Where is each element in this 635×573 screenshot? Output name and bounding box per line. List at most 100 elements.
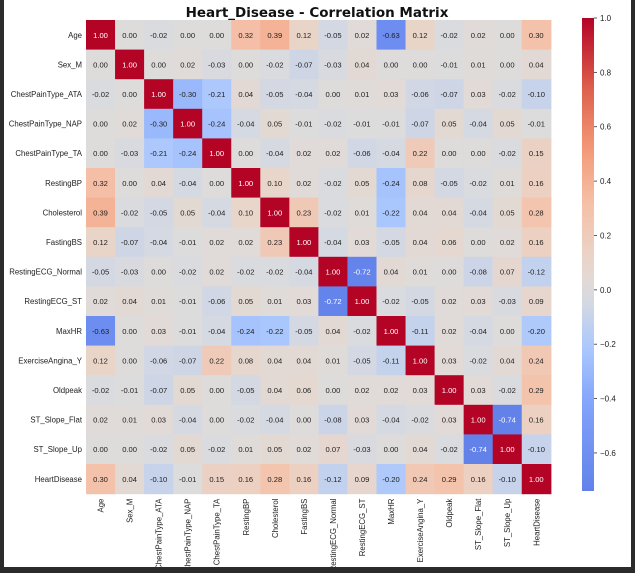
correlation-heatmap: Heart_Disease - Correlation Matrix 1.00 0…	[9, 5, 617, 567]
heatmap-cell	[376, 286, 407, 317]
cell-value-label: 0.00	[442, 268, 457, 277]
cell-value-label: -0.72	[353, 268, 370, 277]
heatmap-cell	[173, 375, 203, 406]
cell-value-label: 0.04	[296, 356, 311, 365]
cell-value-label: 0.06	[442, 238, 457, 247]
heatmap-cell	[463, 108, 494, 139]
heatmap-cell	[202, 168, 232, 199]
heatmap-cell	[202, 197, 232, 228]
heatmap-cell	[434, 197, 465, 228]
colorbar: 1.0 0.8 0.6 0.4 0.2 0.0 −0.2 −0.4 −0.6	[582, 14, 616, 491]
heatmap-cell	[202, 375, 232, 406]
cell-value-label: -0.02	[150, 445, 167, 454]
cell-value-label: -0.02	[237, 268, 254, 277]
heatmap-cell	[173, 316, 203, 347]
heatmap-cell	[347, 49, 378, 80]
cell-value-label: -0.10	[499, 475, 516, 484]
heatmap-cell	[463, 375, 494, 406]
heatmap-cell	[115, 256, 145, 287]
heatmap-cell	[521, 434, 552, 465]
heatmap-cell	[521, 404, 552, 435]
heatmap-cell	[492, 108, 523, 139]
cell-value-label: 1.00	[209, 149, 224, 158]
heatmap-cell	[231, 316, 261, 347]
heatmap-cell	[405, 256, 436, 287]
heatmap-cell	[260, 345, 290, 376]
heatmap-cell	[86, 108, 116, 139]
heatmap-cell	[318, 286, 349, 317]
heatmap-cell	[521, 286, 552, 317]
cell-value-label: 1.00	[413, 356, 428, 365]
cell-value-label: -0.07	[411, 120, 428, 129]
heatmap-cell	[173, 434, 203, 465]
cell-value-label: 0.08	[413, 179, 428, 188]
heatmap-cell	[434, 286, 465, 317]
cell-value-label: 0.04	[238, 90, 253, 99]
heatmap-cell	[347, 434, 378, 465]
cell-value-label: 0.09	[529, 297, 544, 306]
heatmap-cell	[318, 108, 349, 139]
cell-value-label: 0.02	[209, 238, 224, 247]
cell-value-label: 0.02	[238, 238, 253, 247]
heatmap-cell	[521, 227, 552, 258]
cell-value-label: -0.04	[295, 90, 312, 99]
cell-value-label: 0.12	[413, 31, 428, 40]
cell-value-label: -0.04	[470, 120, 487, 129]
cell-value-label: -0.04	[295, 268, 312, 277]
heatmap-cell	[405, 168, 436, 199]
heatmap-cell	[521, 197, 552, 228]
heatmap-cell	[86, 197, 116, 228]
heatmap-cell	[492, 227, 523, 258]
cell-value-label: 0.00	[209, 386, 224, 395]
heatmap-cell	[521, 20, 552, 51]
cell-value-label: -0.06	[353, 149, 370, 158]
heatmap-cell	[289, 375, 319, 406]
cell-value-label: -0.03	[208, 60, 225, 69]
cell-value-label: -0.01	[528, 120, 545, 129]
cell-value-label: 0.05	[267, 445, 282, 454]
x-tick-label: ChestPainType_ATA	[155, 498, 164, 567]
cell-value-label: -0.02	[208, 445, 225, 454]
cell-value-label: -0.02	[92, 90, 109, 99]
cell-value-label: -0.05	[295, 327, 312, 336]
heatmap-cell	[492, 345, 523, 376]
heatmap-cell	[463, 138, 494, 169]
x-tick-label: RestingBP	[242, 499, 251, 536]
cell-value-label: 0.01	[355, 90, 370, 99]
heatmap-cell	[144, 168, 174, 199]
cell-value-label: 0.09	[355, 475, 370, 484]
y-tick-label: ST_Slope_Flat	[30, 416, 82, 425]
heatmap-cell	[115, 138, 145, 169]
heatmap-cell	[521, 138, 552, 169]
heatmap-cell	[260, 79, 290, 110]
heatmap-cell	[492, 434, 523, 465]
heatmap-cell	[521, 316, 552, 347]
heatmap-cell	[231, 49, 261, 80]
y-tick-label: ExerciseAngina_Y	[18, 356, 83, 365]
cell-value-label: -0.04	[470, 208, 487, 217]
heatmap-cell	[434, 375, 465, 406]
cell-value-label: 0.05	[442, 120, 457, 129]
cell-value-label: 0.00	[471, 149, 486, 158]
cell-value-label: -0.02	[499, 386, 516, 395]
cell-value-label: 0.00	[180, 31, 195, 40]
cell-value-label: 1.00	[238, 179, 253, 188]
cell-value-label: 0.00	[93, 445, 108, 454]
cell-value-label: 0.16	[471, 475, 486, 484]
heatmap-cell	[231, 286, 261, 317]
heatmap-cell	[463, 20, 494, 51]
heatmap-cell	[463, 256, 494, 287]
heatmap-cell	[115, 434, 145, 465]
heatmap-cell	[144, 79, 174, 110]
y-tick-label: RestingECG_Normal	[9, 268, 82, 277]
cell-value-label: 1.00	[355, 297, 370, 306]
heatmap-cell	[492, 286, 523, 317]
heatmap-cell	[86, 345, 116, 376]
heatmap-cell	[521, 256, 552, 287]
cell-value-label: 0.02	[326, 149, 341, 158]
heatmap-cell	[521, 49, 552, 80]
cell-value-label: -0.05	[266, 90, 283, 99]
heatmap-cell	[376, 345, 407, 376]
heatmap-cell	[463, 49, 494, 80]
cell-value-label: 0.02	[442, 327, 457, 336]
